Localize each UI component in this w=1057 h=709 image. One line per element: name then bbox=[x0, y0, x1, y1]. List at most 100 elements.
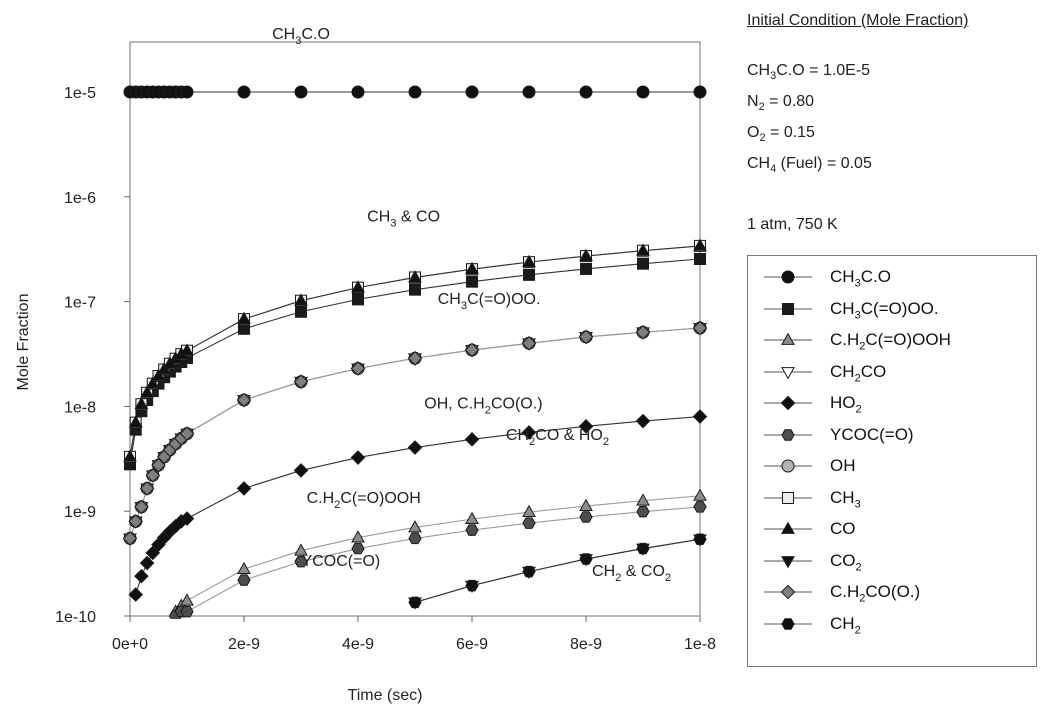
data-point-c-h2c-o-ooh bbox=[636, 493, 650, 506]
initial-condition-title: Initial Condition (Mole Fraction) bbox=[747, 12, 969, 29]
legend-label: CH3C(=O)OO. bbox=[830, 298, 939, 321]
legend-marker-ch3c-o-oo bbox=[782, 302, 794, 315]
data-point-ch3c-o bbox=[465, 85, 479, 99]
data-point-co bbox=[134, 396, 149, 410]
data-point-ch2 bbox=[465, 579, 479, 592]
data-point-ycoc-o bbox=[180, 605, 194, 618]
annotation-ch3c-o: CH3​C.O bbox=[272, 26, 330, 47]
data-point-co bbox=[180, 343, 194, 356]
data-point-ycoc-o bbox=[294, 555, 308, 568]
legend-label: CH2CO bbox=[830, 361, 887, 384]
legend-label: CH3C.O bbox=[830, 267, 891, 290]
data-point-c-h2co-o bbox=[179, 426, 195, 441]
x-tick-label: 0e+0 bbox=[112, 636, 148, 653]
legend-marker-ch2 bbox=[781, 617, 795, 630]
data-point-ch3c-o bbox=[180, 85, 194, 99]
legend-label: OH bbox=[830, 456, 856, 475]
data-point-ch3c-o bbox=[237, 85, 251, 99]
data-point-ycoc-o bbox=[237, 574, 251, 586]
data-point-ch2 bbox=[408, 596, 422, 609]
data-point-ho2 bbox=[236, 481, 252, 496]
data-point-ch3c-o-oo bbox=[466, 275, 478, 288]
data-point-co bbox=[579, 248, 593, 261]
data-point-ycoc-o bbox=[465, 524, 479, 536]
legend-item-co2: CO2 bbox=[748, 546, 1036, 578]
data-point-ho2 bbox=[139, 555, 155, 571]
data-point-ch3c-o bbox=[351, 85, 365, 99]
legend-marker-ch2co bbox=[781, 366, 795, 379]
data-point-co bbox=[636, 243, 650, 256]
data-point-c-h2co-o bbox=[236, 392, 252, 408]
data-point-c-h2co-o bbox=[578, 329, 594, 345]
legend-item-ch3c-o: CH3C.O bbox=[748, 262, 1036, 294]
data-point-ch2 bbox=[636, 542, 650, 555]
data-point-ch3c-o bbox=[408, 85, 422, 99]
data-point-ch3c-o bbox=[579, 85, 593, 99]
y-tick-label: 1e-9 bbox=[64, 504, 96, 521]
data-point-co bbox=[465, 261, 479, 275]
data-point-c-h2co-o bbox=[350, 361, 366, 376]
data-point-c-h2c-o-ooh bbox=[237, 561, 251, 575]
data-point-c-h2co-o bbox=[134, 499, 149, 515]
data-point-ch3c-o bbox=[636, 85, 650, 99]
legend-symbol-ch3 bbox=[764, 491, 812, 504]
data-point-ch3c-o-oo bbox=[637, 257, 649, 270]
data-point-ho2 bbox=[128, 587, 144, 602]
data-point-c-h2c-o-ooh bbox=[180, 593, 194, 606]
data-point-ch3c-o-oo bbox=[523, 268, 535, 281]
data-point-ho2 bbox=[578, 419, 594, 434]
data-point-ho2 bbox=[635, 413, 651, 429]
data-point-ch3c-o bbox=[693, 85, 707, 99]
x-axis-label: Time (sec) bbox=[348, 687, 423, 704]
data-point-ho2 bbox=[179, 511, 195, 526]
data-point-c-h2co-o bbox=[151, 457, 166, 473]
data-point-c-h2co-o bbox=[521, 335, 537, 351]
annotation-oh-c-h2co-o: OH, C.H2​CO(O.) bbox=[424, 396, 542, 417]
pressure-temperature: 1 atm, 750 K bbox=[747, 216, 838, 233]
data-point-ho2 bbox=[692, 409, 708, 424]
initial-condition-line: O2 = 0.15 bbox=[747, 124, 815, 145]
data-point-ch2 bbox=[693, 533, 707, 545]
legend-label: CO2 bbox=[830, 550, 862, 573]
legend-symbol-co bbox=[764, 521, 812, 534]
legend-symbol-c-h2co-o bbox=[764, 584, 812, 600]
legend-symbol-ho2 bbox=[764, 395, 812, 411]
data-point-ch3c-o-oo bbox=[295, 305, 307, 318]
legend-symbol-co2 bbox=[764, 555, 812, 568]
series-line-ycoc-o bbox=[175, 506, 701, 617]
data-point-ho2 bbox=[134, 568, 149, 584]
legend-symbol-ch2co bbox=[764, 366, 812, 379]
annotation-c-h2c-o-ooh: C.H2​C(=O)OOH bbox=[307, 490, 421, 511]
data-point-c-h2co-o bbox=[464, 342, 480, 358]
data-point-c-h2co-o bbox=[635, 324, 651, 340]
x-tick-label: 6e-9 bbox=[456, 636, 488, 653]
legend-symbol-oh bbox=[764, 459, 812, 473]
data-point-ho2 bbox=[145, 545, 161, 561]
data-point-ch3c-o-oo bbox=[409, 283, 421, 296]
legend: CH3C.O CH3C(=O)OO. C.H2C(=O)OOH CH2CO HO2 YCO… bbox=[747, 255, 1037, 667]
legend-item-c-h2co-o: C.H2CO(O.) bbox=[748, 577, 1036, 609]
legend-item-ho2: HO2 bbox=[748, 388, 1036, 420]
legend-label: C.H2CO(O.) bbox=[830, 582, 921, 605]
initial-condition-line: N2 = 0.80 bbox=[747, 93, 815, 114]
data-point-ho2 bbox=[407, 440, 423, 455]
data-point-ho2 bbox=[464, 432, 480, 447]
legend-item-ch2: CH2 bbox=[748, 609, 1036, 641]
y-axis-label: Mole Fraction bbox=[15, 294, 32, 391]
data-point-co bbox=[140, 385, 155, 398]
data-point-co bbox=[151, 368, 166, 381]
series-line-ch2 bbox=[414, 538, 701, 603]
data-point-ycoc-o bbox=[636, 505, 650, 518]
data-point-c-h2c-o-ooh bbox=[465, 511, 479, 525]
data-point-ch2 bbox=[522, 565, 536, 578]
legend-label: HO2 bbox=[830, 393, 862, 416]
legend-label: CH3 bbox=[830, 487, 861, 510]
legend-item-co: CO bbox=[748, 514, 1036, 546]
data-point-c-h2co-o bbox=[692, 320, 708, 336]
data-point-co bbox=[408, 270, 422, 283]
y-tick-label: 1e-8 bbox=[64, 399, 96, 416]
x-tick-label: 4e-9 bbox=[342, 636, 374, 653]
legend-item-ch2co: CH2CO bbox=[748, 357, 1036, 389]
data-point-c-h2c-o-ooh bbox=[693, 488, 707, 501]
y-tick-label: 1e-7 bbox=[64, 295, 96, 312]
